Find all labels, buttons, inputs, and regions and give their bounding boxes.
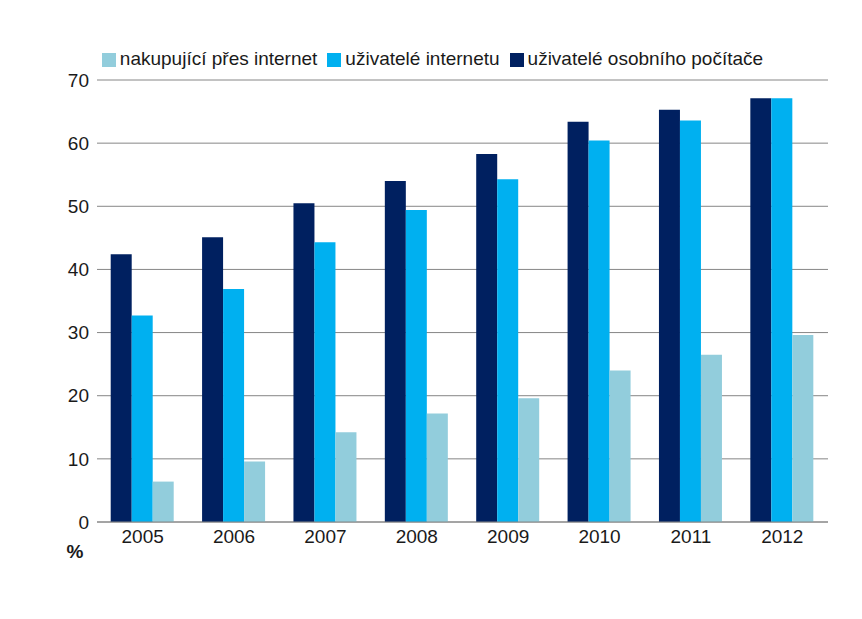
html-text:nakupující přes internet: nakupující přes internet	[119, 48, 318, 69]
svg-text:2010: 2010	[578, 526, 620, 547]
svg-text:20: 20	[68, 385, 89, 406]
html-text:uživatelé internetu: uživatelé internetu	[345, 48, 500, 69]
svg-text:2011: 2011	[671, 526, 712, 547]
svg-text:2007: 2007	[304, 526, 346, 547]
svg-text:10: 10	[68, 449, 89, 470]
svg-text:50: 50	[68, 196, 89, 217]
svg-text:2006: 2006	[213, 526, 255, 547]
svg-text:60: 60	[68, 133, 89, 154]
svg-text:2012: 2012	[761, 526, 803, 547]
svg-text:30: 30	[68, 322, 89, 343]
svg-text:2005: 2005	[122, 526, 164, 547]
svg-text:0: 0	[78, 512, 89, 533]
svg-text:2009: 2009	[487, 526, 529, 547]
svg-text:40: 40	[68, 259, 89, 280]
svg-text:70: 70	[68, 70, 89, 91]
svg-text:2008: 2008	[396, 526, 438, 547]
html-text:uživatelé osobního počítače: uživatelé osobního počítače	[527, 48, 764, 69]
svg-text:%: %	[67, 541, 84, 562]
